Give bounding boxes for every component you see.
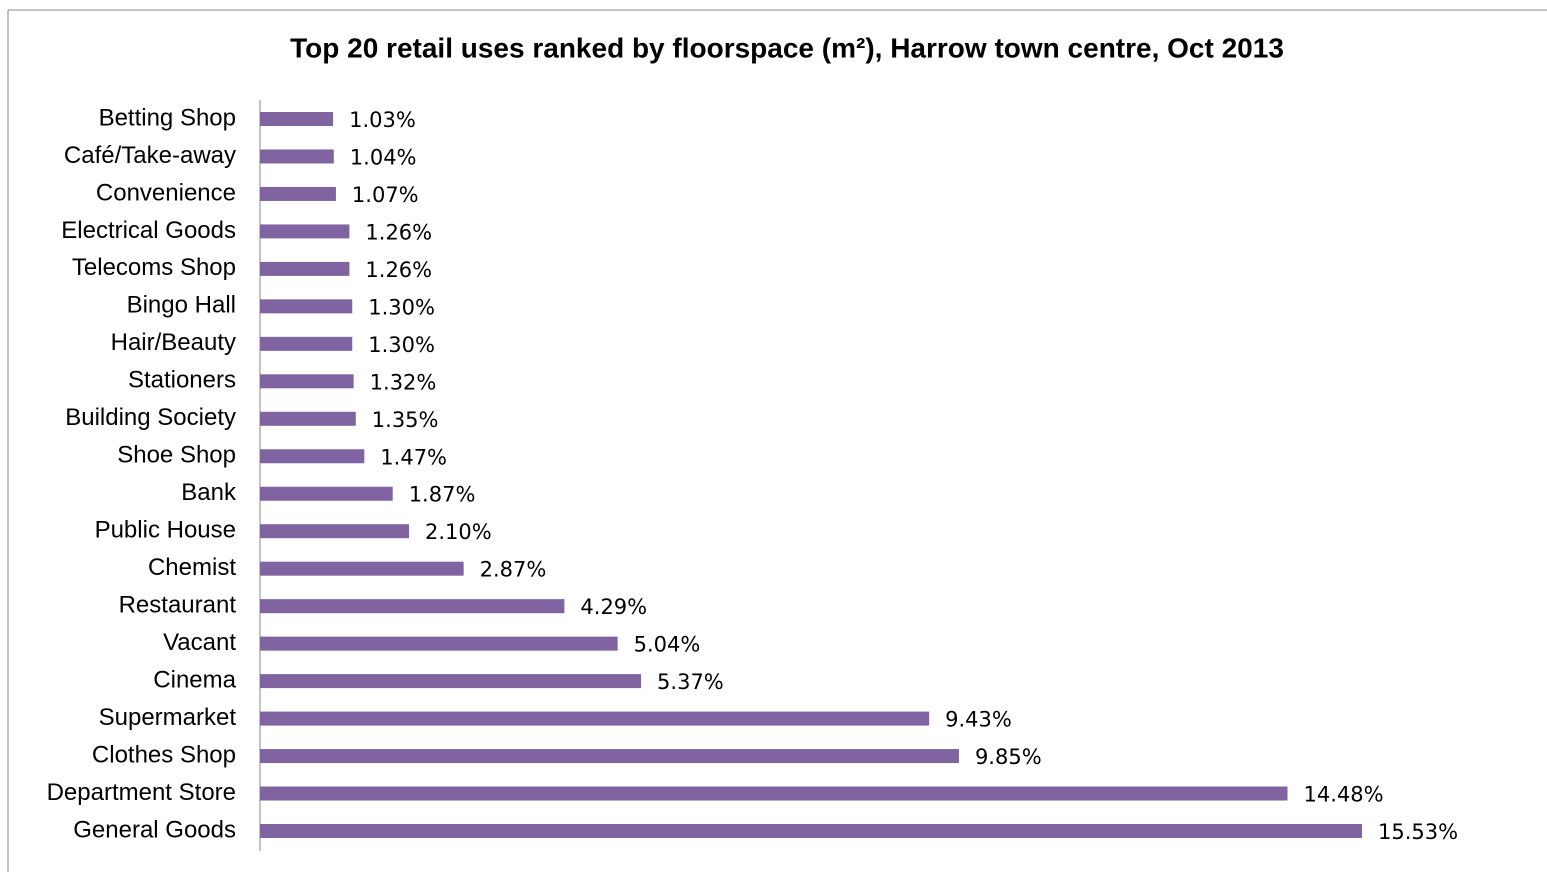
bar [260, 486, 393, 501]
bar [260, 411, 356, 426]
y-tick-label: Clothes Shop [92, 741, 236, 768]
y-tick-label: Cinema [153, 666, 236, 693]
y-tick-label: Hair/Beauty [111, 329, 236, 356]
value-label: 1.87% [409, 483, 476, 507]
y-tick-label: Stationers [128, 367, 236, 394]
y-tick-label: Vacant [163, 629, 236, 656]
bar [260, 299, 353, 314]
y-tick-label: Building Society [65, 404, 236, 431]
y-tick-label: Café/Take-away [64, 142, 236, 169]
bar [260, 112, 334, 126]
bar [260, 786, 1288, 801]
y-tick-label: Chemist [148, 554, 236, 581]
y-tick-label: Public House [95, 517, 236, 544]
value-label: 1.04% [350, 145, 417, 169]
value-label: 5.04% [634, 633, 701, 657]
value-label: 1.47% [380, 445, 447, 469]
y-tick-label: Department Store [47, 779, 236, 806]
value-label: 1.03% [349, 108, 416, 132]
bar [260, 449, 365, 464]
value-label: 2.10% [425, 520, 492, 544]
y-tick-label: Bingo Hall [127, 292, 236, 319]
value-label: 4.29% [580, 595, 647, 619]
value-label: 9.43% [945, 708, 1012, 732]
value-label: 1.30% [368, 295, 435, 319]
y-tick-label: Telecoms Shop [72, 254, 236, 281]
y-tick-label: Convenience [96, 179, 236, 206]
value-label: 1.32% [370, 370, 437, 394]
bar [260, 749, 959, 764]
bar [260, 374, 354, 389]
bar [260, 599, 565, 614]
bar [260, 824, 1362, 838]
y-tick-label: Restaurant [119, 592, 237, 619]
value-label: 1.26% [365, 258, 432, 282]
chart-title: Top 20 retail uses ranked by floorspace … [290, 32, 1284, 63]
value-label: 1.07% [352, 183, 419, 207]
value-label: 1.26% [365, 220, 432, 244]
value-label: 14.48% [1303, 783, 1383, 807]
y-tick-label: Shoe Shop [117, 442, 236, 469]
bar [260, 149, 334, 164]
value-label: 2.87% [480, 558, 547, 582]
value-label: 1.30% [368, 333, 435, 357]
bar [260, 636, 618, 651]
bar [260, 561, 464, 576]
value-label: 1.35% [372, 408, 439, 432]
value-label: 15.53% [1378, 820, 1458, 844]
bar [260, 186, 336, 201]
y-tick-label: Electrical Goods [61, 217, 236, 244]
y-tick-label: Supermarket [99, 704, 237, 731]
value-label: 5.37% [657, 670, 724, 694]
value-label: 9.85% [975, 745, 1042, 769]
y-tick-label: Bank [181, 479, 237, 506]
bar [260, 674, 642, 689]
bar [260, 336, 353, 351]
bar [260, 524, 410, 539]
bar [260, 711, 930, 726]
bar [260, 224, 350, 239]
y-tick-label: General Goods [73, 816, 236, 843]
bar [260, 261, 350, 276]
y-tick-label: Betting Shop [99, 104, 236, 131]
